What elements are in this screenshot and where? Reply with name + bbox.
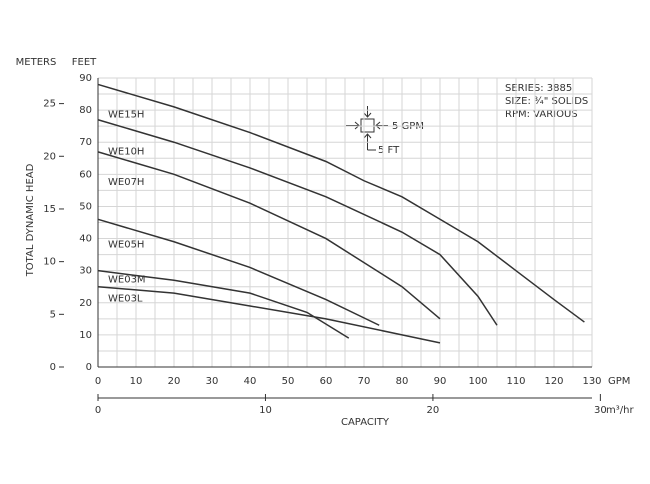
x-tick-label: 100	[468, 376, 487, 387]
x-tick-label: 70	[358, 376, 371, 387]
y-tick-label: 60	[79, 169, 92, 180]
x-tick-label: 40	[244, 376, 257, 387]
x2-unit: m³/hr	[606, 405, 634, 416]
y2-unit: METERS	[16, 57, 57, 68]
curve	[97, 119, 498, 326]
y2-tick-label: 25	[43, 99, 56, 110]
x-tick-label: 130	[582, 376, 601, 387]
y2-tick-label: 15	[43, 204, 56, 215]
x2-tick-label: 0	[95, 405, 101, 416]
series-label: WE03M	[108, 275, 146, 286]
y-tick-label: 70	[79, 137, 92, 148]
y-tick-label: 10	[79, 330, 92, 341]
x-tick-label: 30	[206, 376, 219, 387]
y-tick-label: 90	[79, 73, 92, 84]
curve	[97, 151, 441, 320]
x-tick-label: 60	[320, 376, 333, 387]
x-tick-label: 10	[130, 376, 143, 387]
x-tick-label: 90	[434, 376, 447, 387]
x-tick-label: 80	[396, 376, 409, 387]
y2-tick-label: 5	[50, 309, 56, 320]
x-tick-label: 50	[282, 376, 295, 387]
x-tick-label: 20	[168, 376, 181, 387]
series-label: WE15H	[108, 109, 144, 120]
y2-tick-label: 10	[43, 257, 56, 268]
x2-tick-label: 10	[259, 405, 272, 416]
x2-tick-label: 30	[594, 405, 607, 416]
y-tick-label: 20	[79, 298, 92, 309]
curve	[97, 285, 441, 344]
scale-key-y: 5 FT	[378, 145, 400, 156]
x2-tick-label: 20	[427, 405, 440, 416]
y-axis-title: TOTAL DYNAMIC HEAD	[25, 163, 36, 277]
y-unit: FEET	[72, 57, 97, 68]
series-label: WE03L	[108, 294, 143, 305]
info-text: SIZE: ¾" SOLIDS	[505, 96, 588, 107]
x-tick-label: 0	[95, 376, 101, 387]
scale-key	[346, 106, 388, 151]
y2-tick-label: 20	[43, 151, 56, 162]
series-label: WE10H	[108, 147, 144, 158]
y2-tick-label: 0	[50, 362, 56, 373]
y-tick-label: 0	[86, 362, 92, 373]
x-axis-title: CAPACITY	[341, 417, 390, 428]
info-text: RPM: VARIOUS	[505, 109, 578, 120]
curve	[97, 218, 380, 326]
x-tick-label: 120	[544, 376, 563, 387]
series-label: WE05H	[108, 239, 144, 250]
y-tick-label: 50	[79, 201, 92, 212]
x-unit: GPM	[608, 376, 630, 387]
curve	[97, 269, 350, 339]
series-label: WE07H	[108, 177, 144, 188]
x-tick-label: 110	[506, 376, 525, 387]
y-tick-label: 80	[79, 105, 92, 116]
y-tick-label: 40	[79, 234, 92, 245]
y-tick-label: 30	[79, 266, 92, 277]
info-text: SERIES: 3885	[505, 83, 572, 94]
curve	[97, 83, 585, 323]
